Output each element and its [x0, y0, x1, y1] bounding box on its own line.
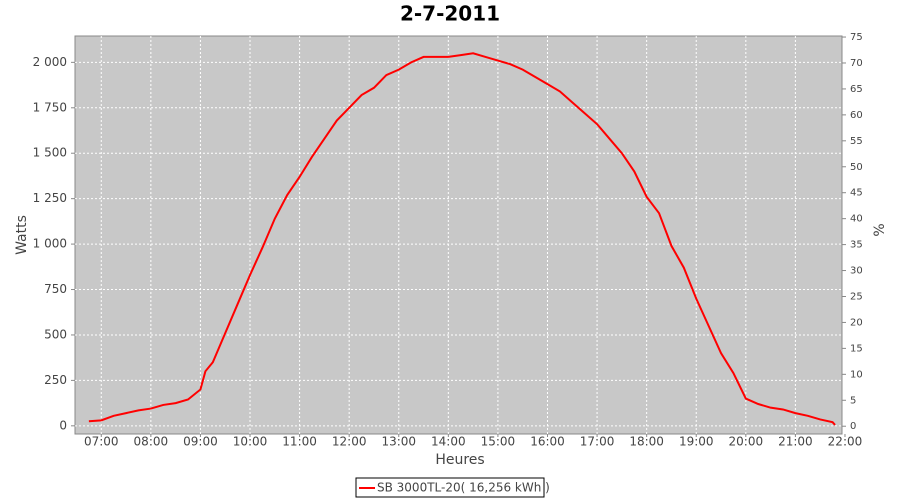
y2-tick-label: 65 [850, 84, 863, 95]
y2-tick-label: 10 [850, 369, 863, 380]
plot-area [74, 35, 843, 435]
x-tick-label: 13:00 [381, 435, 416, 449]
y2-tick-label: 40 [850, 214, 863, 225]
y-tick-label: 0 [59, 418, 67, 432]
y-tick-label: 1 750 [33, 100, 67, 114]
y2-tick-label: 55 [850, 136, 863, 147]
series-line [88, 52, 836, 426]
y2-tick-label: 25 [850, 291, 863, 302]
x-tick-label: 18:00 [629, 435, 664, 449]
y-tick-label: 1 500 [33, 146, 67, 160]
y2-tick-label: 60 [850, 110, 863, 121]
y-tick-label: 500 [44, 327, 67, 341]
y-axis-title: Watts [14, 215, 30, 255]
x-tick-label: 20:00 [729, 435, 764, 449]
x-tick-label: 10:00 [233, 435, 268, 449]
y2-axis-title: % [872, 223, 888, 236]
x-tick-label: 22:00 [828, 435, 863, 449]
y2-tick-label: 15 [850, 343, 863, 354]
x-tick-label: 15:00 [481, 435, 516, 449]
y2-tick-label: 50 [850, 162, 863, 173]
x-axis-title: Heures [435, 452, 484, 468]
y-tick-label: 750 [44, 282, 67, 296]
legend-label: SB 3000TL-20( 16,256 kWh ) [377, 481, 550, 495]
y2-tick-label: 75 [850, 32, 863, 43]
y-tick-label: 1 250 [33, 191, 67, 205]
y2-tick-label: 45 [850, 188, 863, 199]
y2-tick-label: 20 [850, 317, 863, 328]
x-tick-label: 21:00 [778, 435, 813, 449]
chart-title: 2-7-2011 [400, 2, 500, 26]
x-tick-label: 16:00 [530, 435, 565, 449]
y2-tick-label: 30 [850, 266, 863, 277]
x-tick-label: 19:00 [679, 435, 714, 449]
x-tick-label: 07:00 [84, 435, 119, 449]
x-tick-label: 17:00 [580, 435, 615, 449]
x-tick-label: 09:00 [183, 435, 218, 449]
x-tick-label: 14:00 [431, 435, 466, 449]
y2-tick-label: 5 [850, 395, 856, 406]
y2-tick-label: 0 [850, 421, 856, 432]
x-tick-label: 12:00 [332, 435, 367, 449]
y-tick-label: 1 000 [33, 237, 67, 251]
x-tick-label: 11:00 [282, 435, 317, 449]
y-tick-label: 250 [44, 373, 67, 387]
y2-tick-label: 35 [850, 240, 863, 251]
y2-tick-label: 70 [850, 58, 863, 69]
x-tick-label: 08:00 [134, 435, 169, 449]
y-tick-label: 2 000 [33, 55, 67, 69]
legend [355, 477, 545, 498]
